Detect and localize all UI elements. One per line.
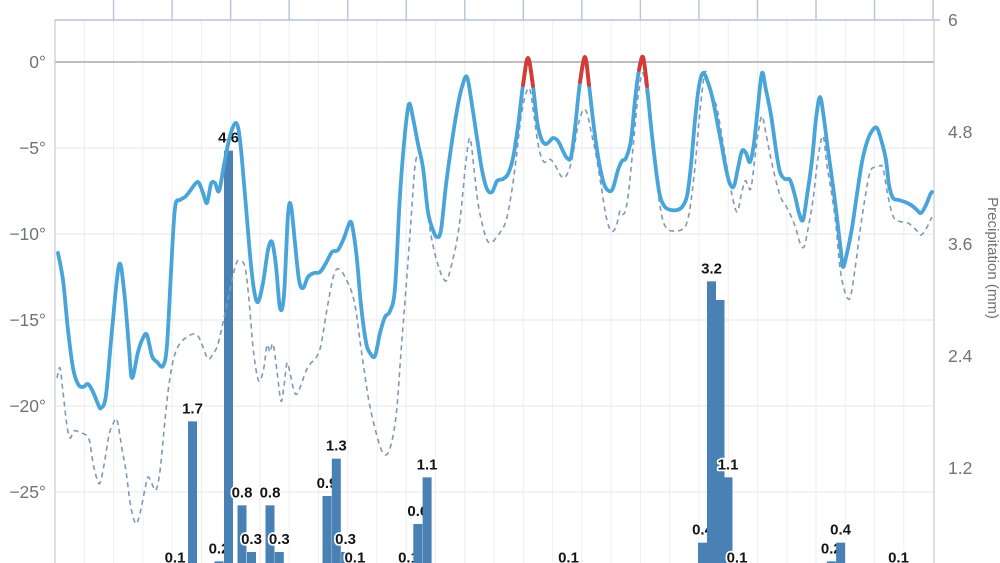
- precipitation-bar: [224, 150, 233, 563]
- bar-value-label: 1.1: [718, 456, 739, 473]
- feels-like-line: [56, 70, 933, 525]
- precipitation-bar: [826, 561, 836, 563]
- precipitation-bar: [698, 542, 707, 563]
- precipitation-bar: [274, 552, 284, 563]
- temperature-tick-label: −25°: [9, 482, 46, 502]
- right-axis-title: Precipitation (mm): [984, 197, 1000, 319]
- above-zero-marker: [578, 55, 591, 87]
- bar-value-label: 0.8: [260, 484, 281, 501]
- bar-value-label: 1.7: [182, 400, 203, 417]
- precipitation-tick-label: 3.6: [948, 234, 972, 254]
- bar-value-label: 0.1: [344, 550, 365, 563]
- bar-value-label: 0.1: [888, 550, 909, 563]
- precipitation-bar: [413, 524, 423, 563]
- temperature-tick-label: −10°: [9, 224, 46, 244]
- precipitation-bar: [331, 458, 341, 563]
- precipitation-bar: [422, 477, 432, 563]
- above-zero-marker: [637, 54, 649, 88]
- temperature-tick-label: 0°: [29, 52, 46, 72]
- temperature-tick-label: −20°: [9, 396, 46, 416]
- precipitation-tick-label: 4.8: [948, 122, 972, 142]
- precipitation-tick-label: 1.2: [948, 458, 972, 478]
- bar-value-label: 1.1: [417, 456, 438, 473]
- precipitation-bar: [341, 552, 351, 563]
- above-zero-marker: [521, 56, 535, 88]
- precipitation-bar: [237, 505, 247, 563]
- precipitation-tick-label: 6: [948, 10, 958, 30]
- precipitation-bar: [247, 552, 256, 563]
- bar-value-label: 0.3: [269, 531, 290, 548]
- bar-value-label: 0.8: [232, 484, 253, 501]
- temperature-tick-label: −5°: [19, 138, 46, 158]
- precipitation-bar: [723, 477, 733, 563]
- bar-value-label: 0.1: [727, 550, 748, 563]
- bar-value-label: 1.3: [326, 438, 347, 455]
- precipitation-bar: [836, 542, 846, 563]
- precipitation-bar: [265, 505, 275, 563]
- bar-value-label: 3.2: [701, 260, 722, 277]
- precipitation-bar: [214, 561, 224, 563]
- precipitation-bar: [707, 281, 716, 563]
- precipitation-bar: [322, 496, 332, 563]
- temperature-tick-label: −15°: [9, 310, 46, 330]
- precipitation-bar: [715, 300, 725, 563]
- bar-value-label: 0.3: [335, 531, 356, 548]
- bar-value-label: 0.4: [830, 522, 852, 539]
- precipitation-tick-label: 2.4: [948, 346, 973, 366]
- bar-value-label: 0.1: [558, 550, 579, 563]
- temperature-line: [56, 54, 934, 411]
- bar-value-label: 0.1: [165, 550, 186, 563]
- precipitation-bar: [188, 421, 197, 563]
- bar-value-label: 0.3: [241, 531, 262, 548]
